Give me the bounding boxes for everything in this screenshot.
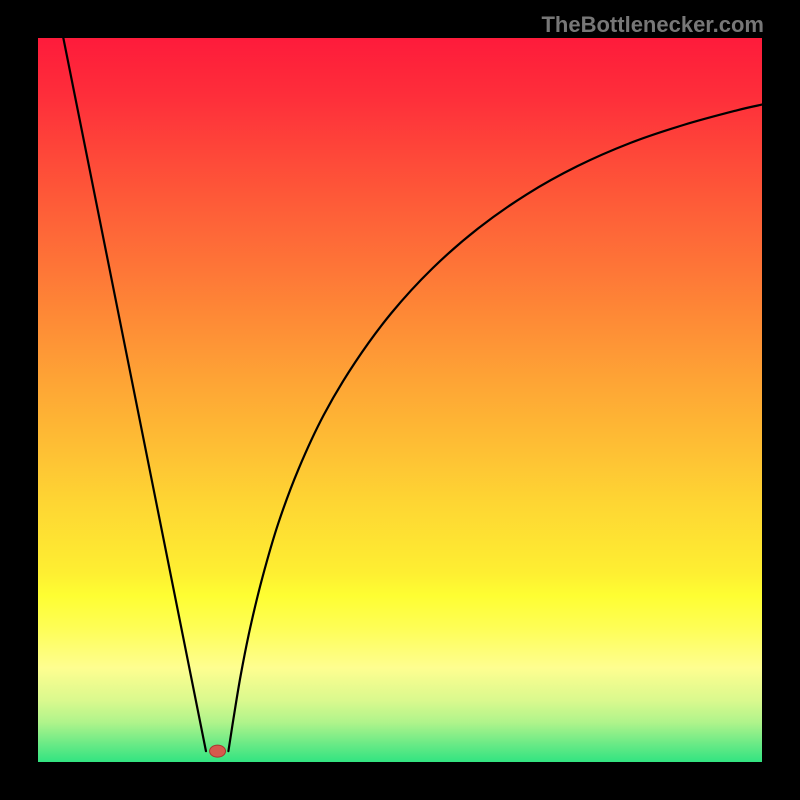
curve-right-branch (228, 105, 762, 752)
plot-area (38, 38, 762, 762)
curve-layer (38, 38, 762, 762)
chart-container: TheBottlenecker.com (0, 0, 800, 800)
curve-left-branch (63, 38, 206, 751)
minimum-marker (210, 745, 226, 757)
watermark-text: TheBottlenecker.com (541, 12, 764, 38)
